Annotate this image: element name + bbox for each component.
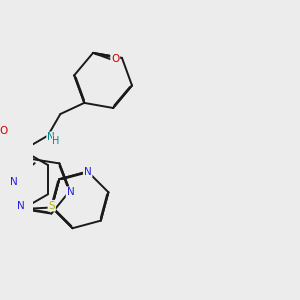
Text: N: N bbox=[17, 201, 25, 211]
Text: N: N bbox=[47, 132, 55, 142]
Text: N: N bbox=[84, 167, 92, 176]
Text: S: S bbox=[48, 201, 55, 211]
Text: N: N bbox=[67, 187, 74, 197]
Text: O: O bbox=[0, 126, 8, 136]
Text: N: N bbox=[10, 177, 17, 187]
Text: H: H bbox=[52, 136, 60, 146]
Text: O: O bbox=[111, 54, 119, 64]
